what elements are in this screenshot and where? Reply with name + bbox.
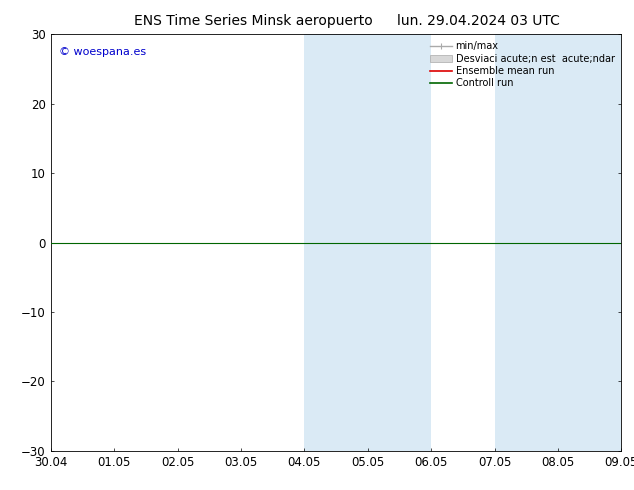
Text: lun. 29.04.2024 03 UTC: lun. 29.04.2024 03 UTC	[398, 14, 560, 28]
Bar	[495, 34, 558, 451]
Bar	[368, 34, 431, 451]
Text: © woespana.es: © woespana.es	[59, 47, 146, 57]
Bar	[304, 34, 368, 451]
Bar	[558, 34, 621, 451]
Text: ENS Time Series Minsk aeropuerto: ENS Time Series Minsk aeropuerto	[134, 14, 373, 28]
Legend: min/max, Desviaci acute;n est  acute;ndar, Ensemble mean run, Controll run: min/max, Desviaci acute;n est acute;ndar…	[429, 39, 616, 90]
